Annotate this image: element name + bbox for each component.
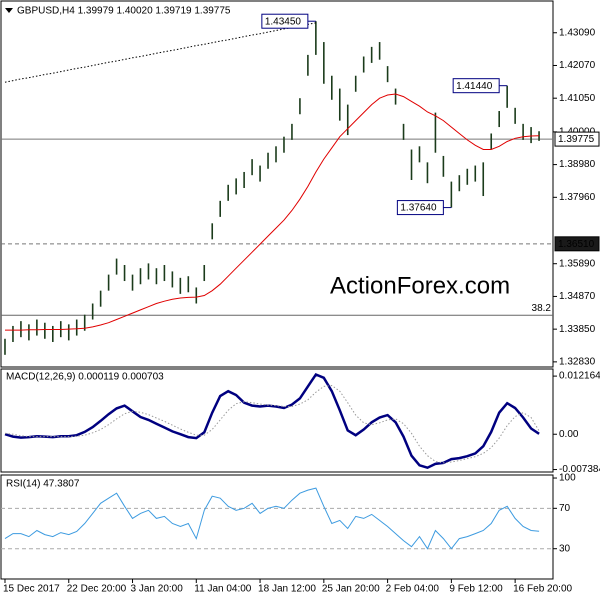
x-tick-label: 9 Feb 12:00 xyxy=(449,584,503,595)
title-icon xyxy=(5,8,13,13)
x-tick-label: 18 Jan 12:00 xyxy=(258,584,316,595)
y-tick-label: 1.32830 xyxy=(559,357,596,368)
price-label: 1.39775 xyxy=(558,134,595,145)
annotation-box xyxy=(396,200,444,216)
y-tick-label: -0.007384 xyxy=(559,464,600,475)
annotation-label: 1.43450 xyxy=(265,16,302,27)
y-tick-label: 1.38980 xyxy=(559,159,596,170)
y-tick-label: 1.37960 xyxy=(559,192,596,203)
annotation-box xyxy=(261,13,309,29)
y-tick-label: 30 xyxy=(559,543,571,554)
series-line xyxy=(4,384,540,464)
fibo-label: 38.2 xyxy=(532,303,552,314)
macd-title: MACD(12,26,9) 0.000119 0.000703 xyxy=(6,372,164,383)
price-label-box xyxy=(554,131,600,147)
y-tick-label: 1.33850 xyxy=(559,324,596,335)
annotation-label: 1.41440 xyxy=(456,81,493,92)
price-label-box xyxy=(554,236,600,252)
y-tick-label: 1.34870 xyxy=(559,291,596,302)
main-frame xyxy=(0,0,554,368)
annotation-label: 1.37640 xyxy=(400,203,437,214)
rsi-title: RSI(14) 47.3807 xyxy=(6,479,80,490)
x-tick-label: 25 Jan 20:00 xyxy=(322,584,380,595)
series-line xyxy=(5,93,540,331)
x-tick-label: 15 Dec 2017 xyxy=(3,584,60,595)
y-tick-label: 0.012164 xyxy=(559,371,600,382)
y-tick-label: 1.35890 xyxy=(559,258,596,269)
y-tick-label: 1.42070 xyxy=(559,60,596,71)
chart-title: GBPUSD,H4 1.39979 1.40020 1.39719 1.3977… xyxy=(17,6,231,17)
y-tick-label: 0.00 xyxy=(559,429,579,440)
x-tick-label: 2 Feb 04:00 xyxy=(386,584,440,595)
price-label: 1.36510 xyxy=(558,239,595,250)
y-tick-label: 70 xyxy=(559,503,571,514)
series-line xyxy=(4,487,540,550)
macd-frame xyxy=(0,368,554,473)
series-line xyxy=(4,372,540,470)
y-tick-label: 1.41050 xyxy=(559,93,596,104)
y-tick-label: 100 xyxy=(559,473,576,484)
x-tick-label: 11 Jan 04:00 xyxy=(194,584,252,595)
x-tick-label: 3 Jan 20:00 xyxy=(131,584,184,595)
x-tick-label: 22 Dec 20:00 xyxy=(67,584,127,595)
x-tick-label: 16 Feb 20:00 xyxy=(513,584,572,595)
watermark: ActionForex.com xyxy=(330,272,510,299)
series-line xyxy=(4,22,316,83)
y-tick-label: 1.43090 xyxy=(559,27,596,38)
annotation-box xyxy=(452,78,500,94)
rsi-frame xyxy=(0,474,554,580)
